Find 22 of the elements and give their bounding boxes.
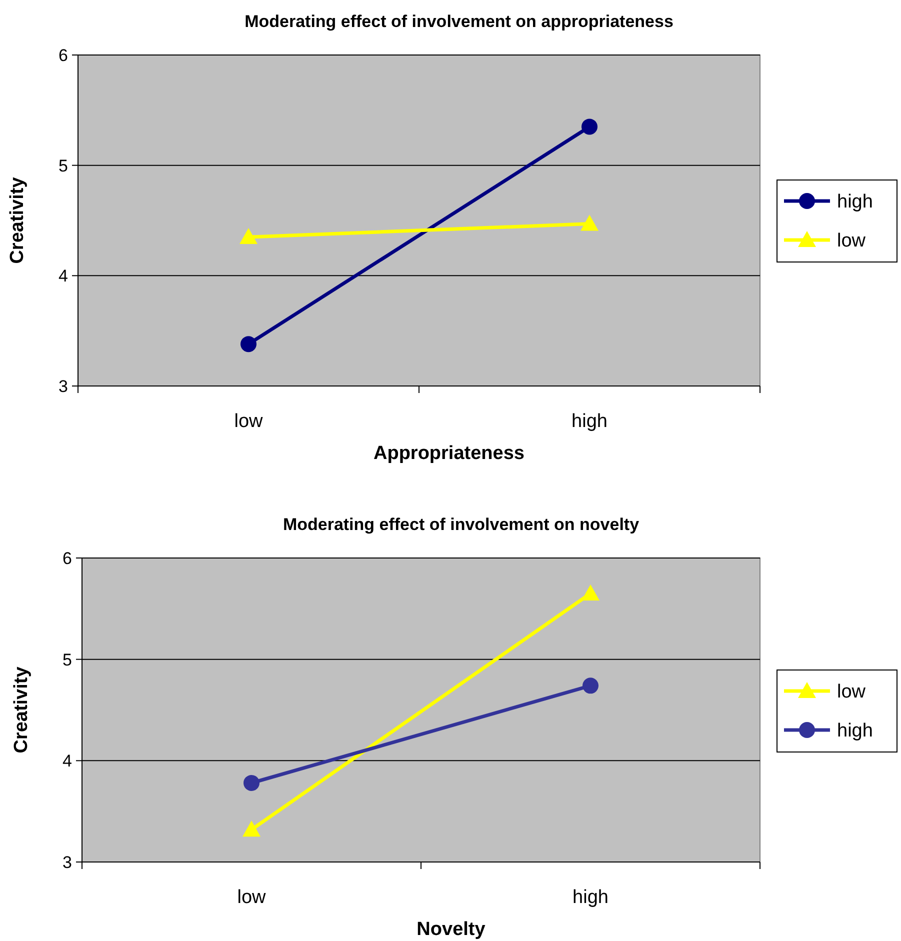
x-axis-title: Appropriateness (374, 443, 524, 464)
y-tick-label: 3 (58, 376, 68, 396)
y-tick-label: 6 (58, 46, 68, 65)
y-tick-label: 3 (62, 852, 72, 872)
y-tick-label: 6 (62, 548, 72, 568)
chart-title: Moderating effect of involvement on appropriateness (244, 12, 674, 31)
point (240, 336, 256, 352)
point (582, 118, 598, 135)
y-tick-label: 4 (62, 752, 72, 771)
legend-label: high (837, 720, 873, 742)
y-axis-title: Creativity (11, 666, 32, 754)
legend-label: low (837, 682, 866, 703)
legend-label: high (837, 192, 873, 213)
y-axis-title: Creativity (7, 176, 28, 264)
x-axis-title: Novelty (416, 919, 486, 940)
y-tick-label: 5 (62, 650, 72, 670)
chart-title: Moderating effect of involvement on novelty (282, 515, 640, 534)
y-tick-label: 5 (58, 156, 68, 176)
point (582, 678, 598, 694)
y-tick-label: 4 (58, 266, 68, 286)
legend-label: low (837, 230, 866, 252)
point (244, 774, 260, 791)
